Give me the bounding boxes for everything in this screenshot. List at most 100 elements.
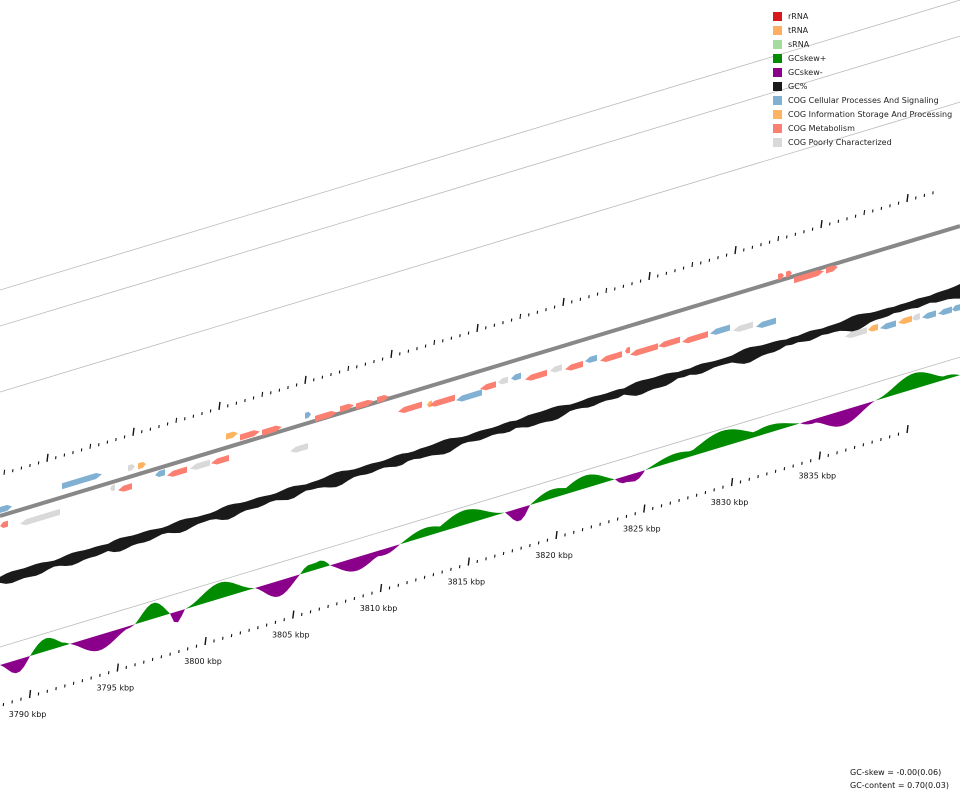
legend-item: GC% — [773, 79, 952, 93]
gene-arrow — [62, 473, 102, 490]
legend-item: rRNA — [773, 9, 952, 23]
tick-mark — [433, 339, 436, 345]
gene-arrow — [226, 431, 238, 440]
tick-mark — [519, 313, 522, 320]
legend-item: COG Poorly Characterized — [773, 135, 952, 149]
tick-mark — [734, 245, 737, 255]
gene-arrow — [315, 411, 337, 422]
gene-arrow — [0, 504, 12, 513]
tick-mark — [46, 453, 49, 462]
gene-arrow — [550, 364, 562, 373]
gc-skew-negative — [170, 609, 185, 623]
scale-label: 3830 kbp — [711, 498, 749, 507]
gc-skew-negative — [615, 470, 645, 484]
scale-tick — [292, 610, 295, 619]
gc-skew-negative — [255, 574, 300, 597]
gene-arrow — [625, 346, 630, 354]
scale-label: 3835 kbp — [798, 472, 836, 481]
gene-arrow — [868, 323, 878, 332]
gene-arrow — [710, 324, 730, 335]
gene-arrow — [305, 411, 311, 419]
gene-arrow — [0, 520, 8, 529]
gene-features-track — [0, 265, 960, 529]
tick-mark — [390, 349, 393, 359]
legend-item: tRNA — [773, 23, 952, 37]
gene-arrow — [498, 376, 508, 385]
track-line — [0, 0, 960, 291]
legend-swatch — [773, 95, 782, 105]
legend-label: COG Cellular Processes And Signaling — [788, 95, 939, 105]
legend-label: COG Information Storage And Processing — [788, 109, 953, 119]
legend-swatch — [773, 123, 782, 133]
gc-skew-positive — [185, 581, 255, 610]
gene-arrow — [118, 483, 132, 492]
gc-skew-negative — [330, 544, 400, 572]
scale-tick — [467, 557, 470, 566]
legend-label: GCskew+ — [788, 53, 827, 63]
gene-arrow — [377, 394, 389, 404]
scale-label: 3790 kbp — [9, 710, 47, 719]
gene-arrow — [128, 464, 135, 472]
gene-arrow — [952, 304, 960, 312]
gene-arrow — [585, 354, 597, 363]
gc-skew-stat: GC-skew = -0.00(0.06) — [850, 768, 942, 777]
gene-arrow — [794, 269, 824, 284]
legend-item: GCskew- — [773, 65, 952, 79]
legend-item: GCskew+ — [773, 51, 952, 65]
gc-content-area — [0, 283, 960, 584]
gc-content-track — [0, 283, 960, 584]
scale-tick — [28, 689, 32, 699]
legend: rRNA tRNA sRNA GCskew+ GCskew- GC% COG Cellula… — [773, 9, 952, 149]
gene-arrow — [525, 369, 547, 381]
track-line — [0, 101, 960, 393]
gene-arrow — [155, 469, 165, 477]
tick-mark — [89, 443, 92, 449]
gene-arrow — [912, 313, 920, 321]
gc-skew-positive — [530, 474, 615, 505]
legend-swatch — [773, 53, 782, 63]
gene-arrow — [511, 372, 521, 381]
tick-mark — [347, 365, 350, 371]
tick-mark — [175, 417, 178, 423]
tick-mark — [820, 219, 823, 229]
tick-mark — [218, 401, 221, 410]
gene-arrow — [20, 508, 60, 526]
tick-mark — [476, 323, 479, 333]
scale-label: 3810 kbp — [360, 604, 398, 613]
tick-mark — [605, 287, 608, 294]
legend-swatch — [773, 11, 782, 21]
gc-skew-negative — [800, 400, 875, 427]
legend-label: sRNA — [788, 39, 810, 49]
gene-arrow — [167, 466, 187, 477]
gene-arrow — [398, 401, 422, 413]
scale-tick — [643, 504, 646, 513]
gene-arrow — [190, 459, 210, 470]
gc-skew-track — [0, 372, 960, 674]
legend-swatch — [773, 109, 782, 119]
legend-label: COG Poorly Characterized — [788, 137, 892, 147]
gene-arrow — [880, 320, 896, 330]
track-line — [0, 35, 960, 327]
tick-mark — [906, 194, 909, 203]
gene-arrow — [240, 430, 260, 441]
scale-tick — [379, 583, 383, 593]
legend-item: COG Information Storage And Processing — [773, 107, 952, 121]
legend-label: tRNA — [788, 25, 809, 35]
tick-mark — [562, 297, 565, 307]
legend-label: COG Metabolism — [788, 123, 855, 133]
gene-arrow — [110, 484, 115, 492]
gc-skew-negative — [505, 504, 530, 522]
legend-label: GCskew- — [788, 67, 823, 77]
gene-arrow — [290, 442, 308, 453]
gene-arrow — [845, 327, 867, 338]
scale-label: 3825 kbp — [623, 525, 661, 534]
gene-arrow — [922, 310, 936, 319]
legend-swatch — [773, 81, 782, 91]
legend-swatch — [773, 39, 782, 49]
scale-label: 3805 kbp — [272, 631, 310, 640]
stats-box: GC-skew = -0.00(0.06) GC-content = 0.70(… — [850, 766, 949, 792]
gene-arrow — [786, 270, 792, 278]
scale-label: 3800 kbp — [184, 657, 222, 666]
legend-swatch — [773, 67, 782, 77]
